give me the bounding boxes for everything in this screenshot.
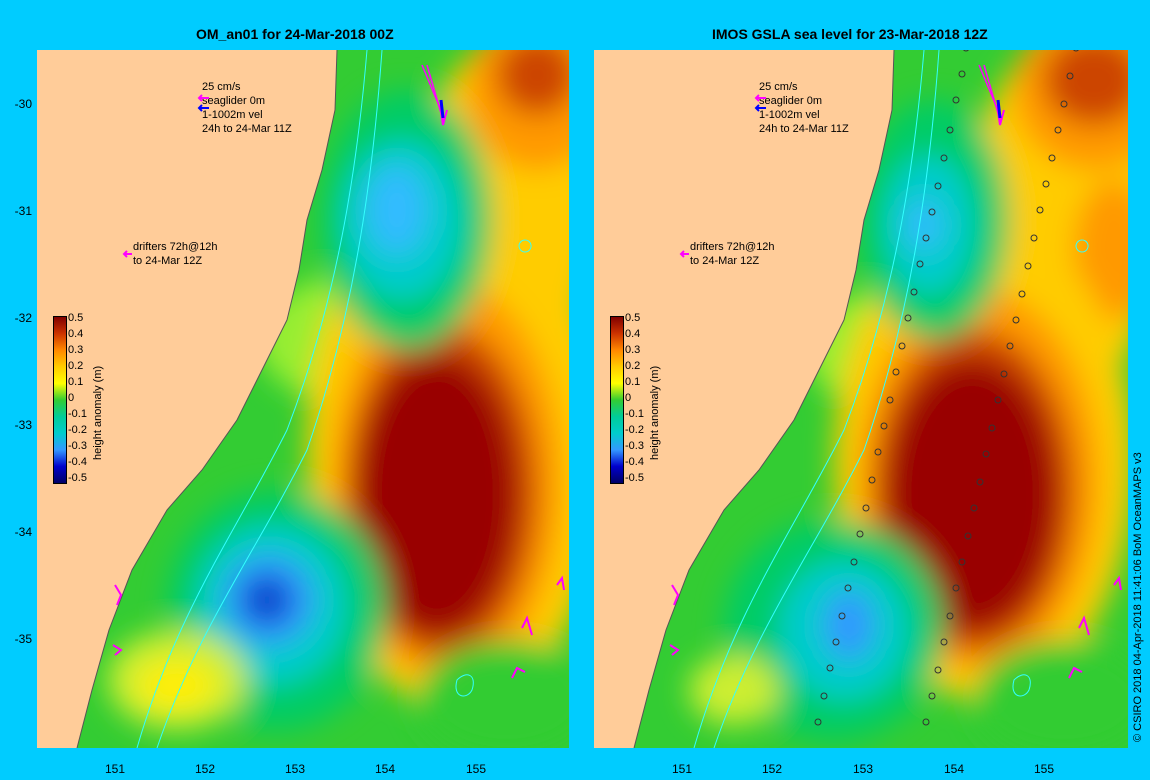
- y-tick: -34: [14, 525, 32, 539]
- right-altimetry-points: [814, 50, 1079, 726]
- y-tick: -32: [14, 311, 32, 325]
- colorbar-tick: -0.1: [625, 408, 644, 420]
- colorbar-tick: 0.1: [625, 376, 641, 388]
- x-tick: 151: [104, 762, 126, 776]
- colorbar-tick: -0.2: [625, 424, 644, 436]
- colorbar-tick: -0.2: [68, 424, 87, 436]
- colorbar-tick: -0.5: [68, 472, 87, 484]
- left-colorbar-title: height anomaly (m): [92, 365, 104, 460]
- x-tick: 152: [761, 762, 783, 776]
- colorbar-tick: 0.2: [625, 360, 641, 372]
- left-sea-level-field: [37, 50, 569, 748]
- colorbar-tick: 0: [625, 392, 632, 404]
- colorbar-tick: 0.3: [68, 344, 84, 356]
- drifters-label: drifters 72h@12h: [133, 241, 218, 253]
- period-label: 24h to 24-Mar 11Z: [759, 123, 849, 135]
- period-label: 24h to 24-Mar 11Z: [202, 123, 292, 135]
- left-colorbar: [53, 316, 67, 484]
- left-drifters-note: drifters 72h@12h to 24-Mar 12Z: [133, 240, 218, 268]
- colorbar-tick: -0.3: [68, 440, 87, 452]
- left-legend-arrows: [197, 94, 209, 112]
- right-sea-level-field: [594, 50, 1128, 748]
- velocity-label: 1-1002m vel: [202, 109, 263, 121]
- colorbar-tick: 0.1: [68, 376, 84, 388]
- colorbar-tick: 0.5: [68, 312, 84, 324]
- x-tick: 154: [943, 762, 965, 776]
- colorbar-tick: 0.4: [68, 328, 84, 340]
- left-vector-legend: 25 cm/s seaglider 0m 1-1002m vel 24h to …: [202, 80, 292, 136]
- y-tick: -35: [14, 632, 32, 646]
- x-tick: 154: [374, 762, 396, 776]
- x-tick: 153: [852, 762, 874, 776]
- y-tick: -30: [14, 97, 32, 111]
- x-tick: 155: [1033, 762, 1055, 776]
- colorbar-tick: 0: [68, 392, 75, 404]
- colorbar-tick: -0.1: [68, 408, 87, 420]
- drifters-label: drifters 72h@12h: [690, 241, 775, 253]
- right-panel-title: IMOS GSLA sea level for 23-Mar-2018 12Z: [712, 26, 988, 42]
- right-vector-legend: 25 cm/s seaglider 0m 1-1002m vel 24h to …: [759, 80, 849, 136]
- right-velocity-vectors: [669, 64, 1122, 679]
- colorbar-tick: -0.5: [625, 472, 644, 484]
- right-colorbar-title: height anomaly (m): [649, 365, 661, 460]
- y-tick: -31: [14, 204, 32, 218]
- x-tick: 152: [194, 762, 216, 776]
- left-map: 25 cm/s seaglider 0m 1-1002m vel 24h to …: [37, 50, 569, 748]
- colorbar-tick: -0.4: [625, 456, 644, 468]
- left-drifter-arrow: [122, 250, 132, 258]
- right-drifters-note: drifters 72h@12h to 24-Mar 12Z: [690, 240, 775, 268]
- colorbar-tick: -0.4: [68, 456, 87, 468]
- colorbar-tick: 0.2: [68, 360, 84, 372]
- colorbar-tick: 0.4: [625, 328, 641, 340]
- speed-scale-label: 25 cm/s: [202, 81, 241, 93]
- credit-text: © CSIRO 2018 04-Apr-2018 11:41:06 BoM Oc…: [1132, 452, 1144, 742]
- right-map: 25 cm/s seaglider 0m 1-1002m vel 24h to …: [594, 50, 1128, 748]
- drifters-period: to 24-Mar 12Z: [690, 255, 760, 267]
- seaglider-label: seaglider 0m: [202, 95, 265, 107]
- colorbar-tick: 0.5: [625, 312, 641, 324]
- right-drifter-arrow: [679, 250, 689, 258]
- velocity-label: 1-1002m vel: [759, 109, 820, 121]
- right-colorbar: [610, 316, 624, 484]
- left-panel-title: OM_an01 for 24-Mar-2018 00Z: [196, 26, 394, 42]
- drifters-period: to 24-Mar 12Z: [133, 255, 203, 267]
- x-tick: 153: [284, 762, 306, 776]
- right-legend-arrows: [754, 94, 766, 112]
- y-tick: -33: [14, 418, 32, 432]
- speed-scale-label: 25 cm/s: [759, 81, 798, 93]
- colorbar-tick: 0.3: [625, 344, 641, 356]
- x-tick: 155: [465, 762, 487, 776]
- seaglider-label: seaglider 0m: [759, 95, 822, 107]
- x-tick: 151: [671, 762, 693, 776]
- colorbar-tick: -0.3: [625, 440, 644, 452]
- left-velocity-vectors: [112, 64, 565, 679]
